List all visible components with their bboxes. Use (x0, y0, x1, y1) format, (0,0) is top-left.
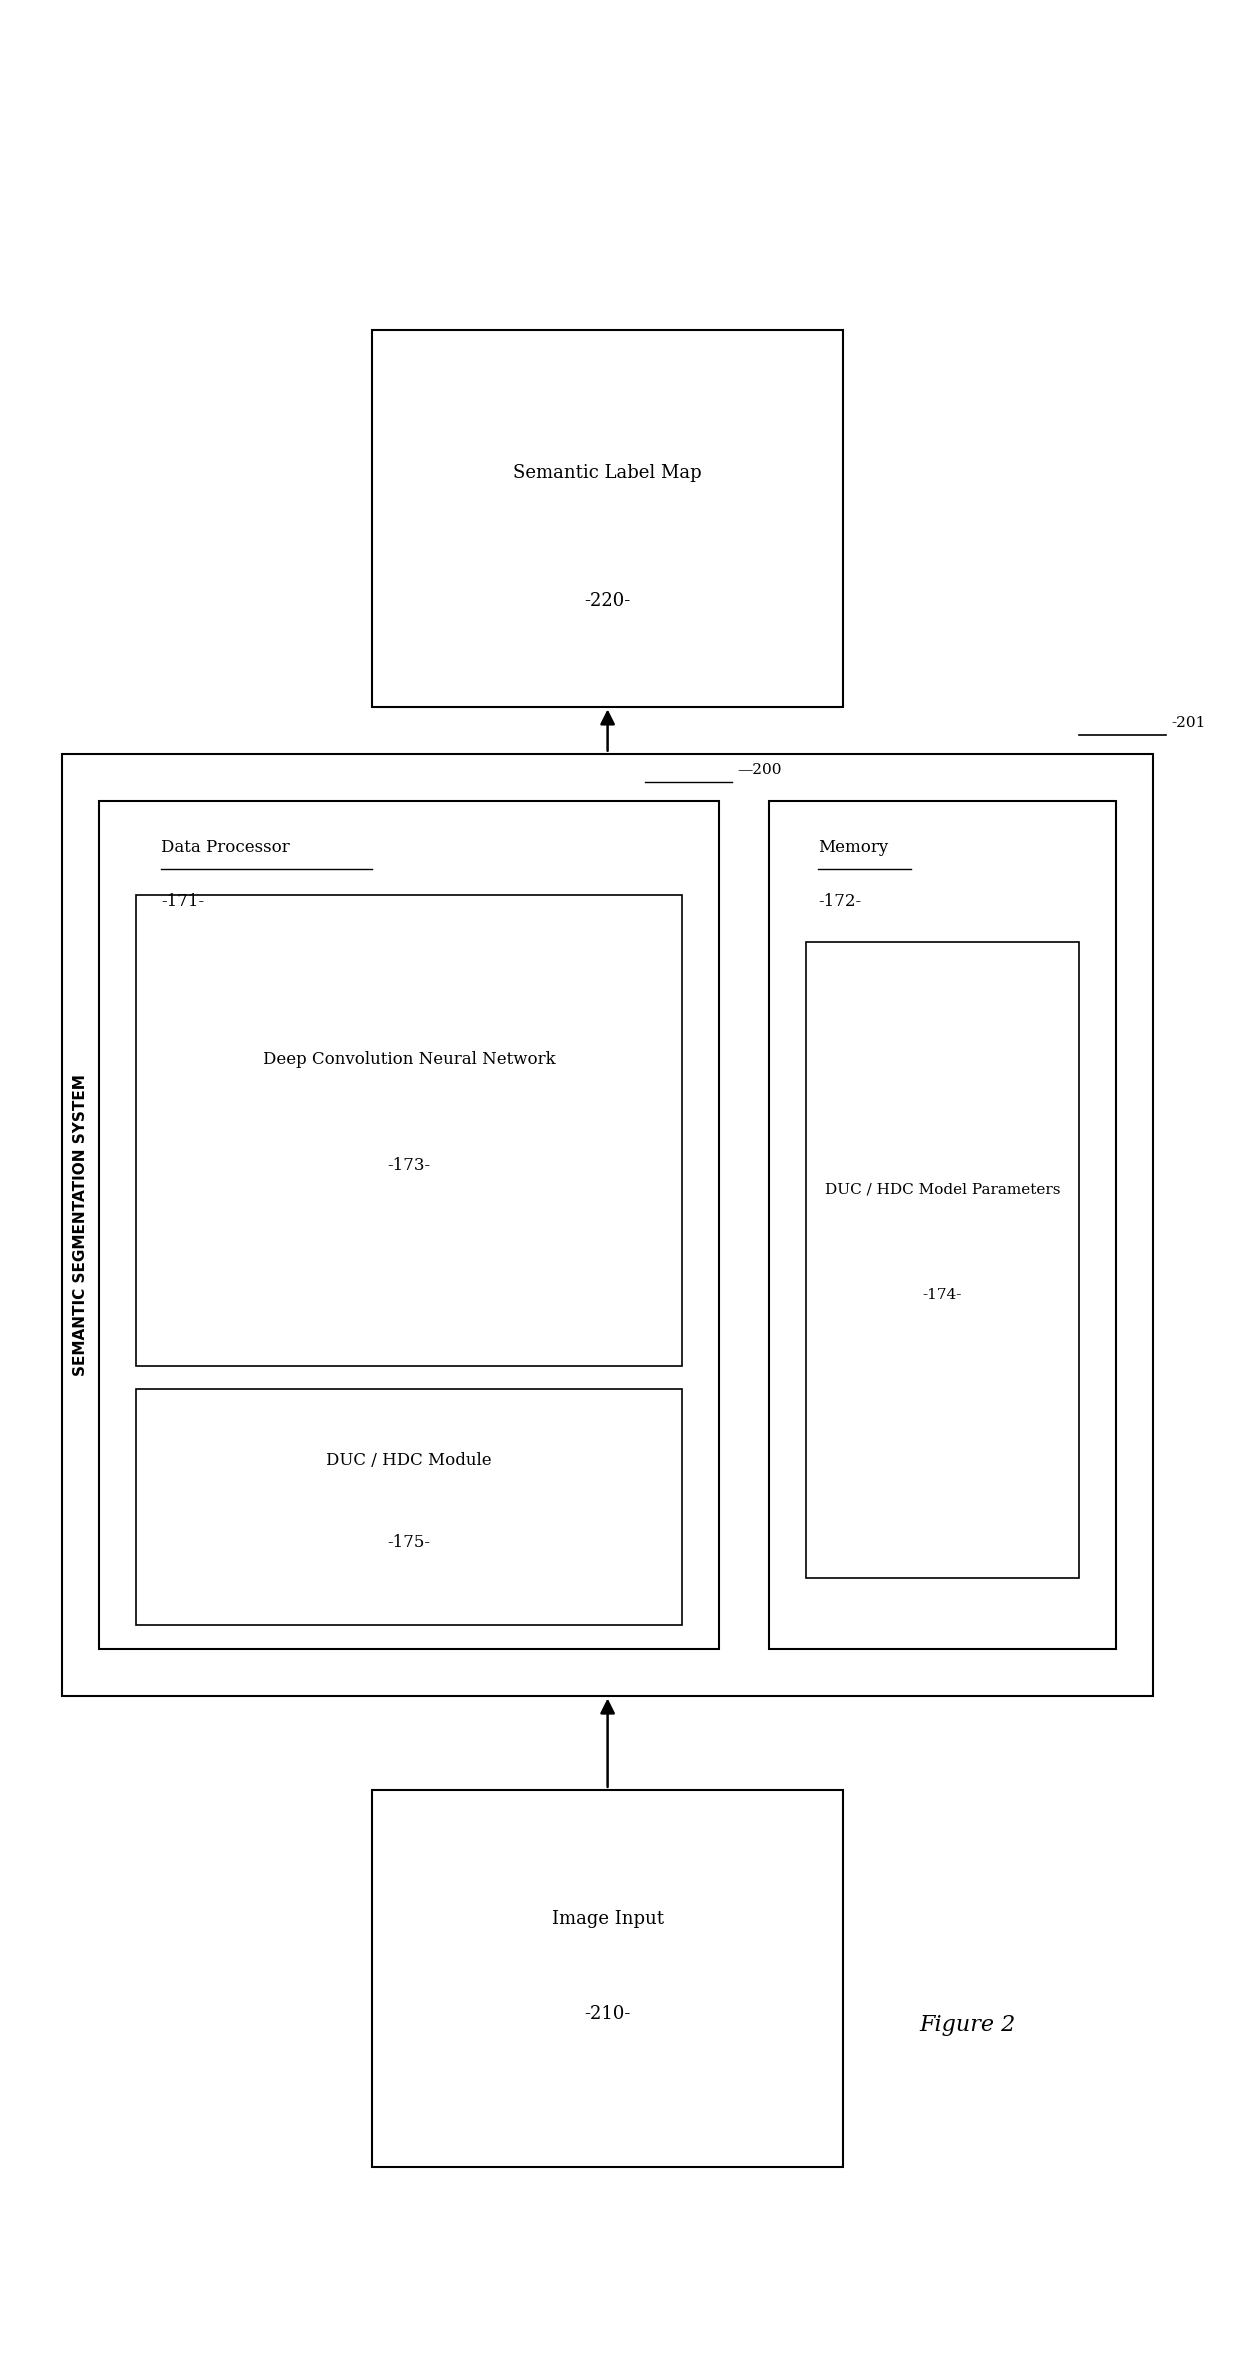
Text: -201: -201 (1172, 716, 1207, 730)
Text: DUC / HDC Model Parameters: DUC / HDC Model Parameters (825, 1182, 1060, 1196)
Text: Figure 2: Figure 2 (919, 2014, 1016, 2037)
FancyBboxPatch shape (99, 801, 719, 1648)
Text: Semantic Label Map: Semantic Label Map (513, 464, 702, 483)
Text: -171-: -171- (161, 893, 205, 911)
Text: -210-: -210- (584, 2004, 631, 2023)
Text: Data Processor: Data Processor (161, 838, 290, 857)
Text: Deep Convolution Neural Network: Deep Convolution Neural Network (263, 1050, 556, 1069)
Text: DUC / HDC Module: DUC / HDC Module (326, 1451, 492, 1470)
Text: Memory: Memory (818, 838, 889, 857)
FancyBboxPatch shape (136, 895, 682, 1366)
Text: -220-: -220- (584, 591, 631, 610)
Text: -173-: -173- (388, 1156, 430, 1175)
FancyBboxPatch shape (769, 801, 1116, 1648)
Text: SEMANTIC SEGMENTATION SYSTEM: SEMANTIC SEGMENTATION SYSTEM (73, 1074, 88, 1375)
Text: -175-: -175- (388, 1533, 430, 1552)
Text: -174-: -174- (923, 1288, 962, 1302)
Text: Image Input: Image Input (552, 1910, 663, 1929)
Text: -172-: -172- (818, 893, 862, 911)
FancyBboxPatch shape (806, 942, 1079, 1578)
FancyBboxPatch shape (62, 754, 1153, 1696)
Text: —200: —200 (738, 763, 782, 777)
FancyBboxPatch shape (372, 330, 843, 706)
FancyBboxPatch shape (136, 1389, 682, 1625)
FancyBboxPatch shape (372, 1790, 843, 2167)
